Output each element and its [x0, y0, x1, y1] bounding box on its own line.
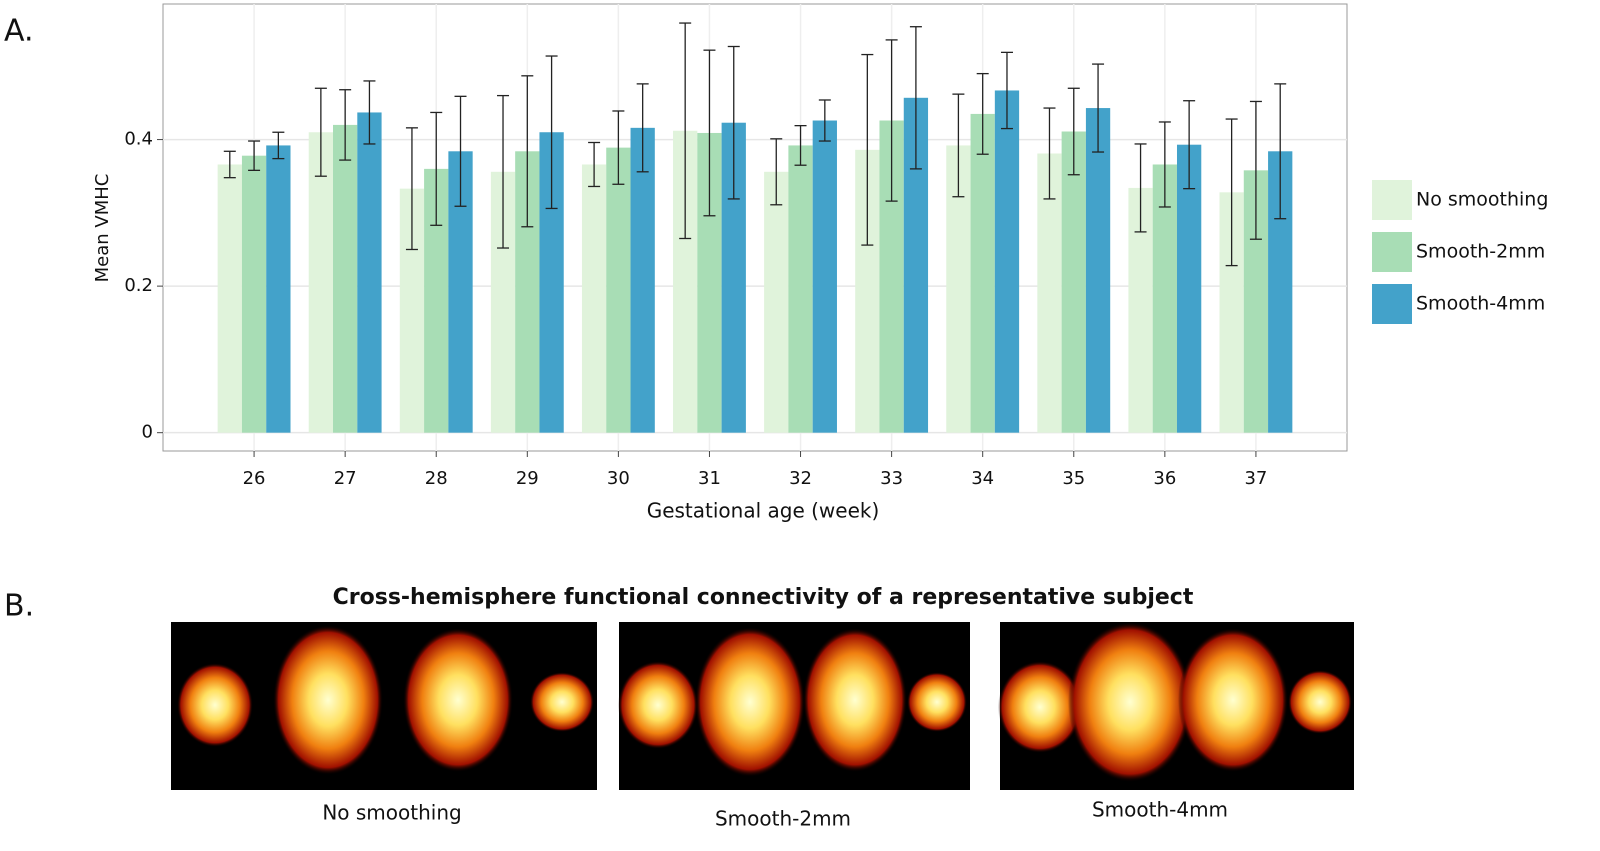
error-bar	[952, 93, 965, 198]
error-bar	[636, 83, 649, 173]
bar	[606, 147, 631, 433]
x-tick-label: 35	[1062, 468, 1085, 489]
error-bar	[363, 80, 376, 145]
bar	[308, 132, 334, 433]
bar	[788, 145, 813, 433]
x-tick-label: 31	[698, 468, 721, 489]
error-bar	[1249, 100, 1262, 240]
bar	[1037, 153, 1062, 433]
bar	[581, 164, 607, 433]
error-bar	[1000, 51, 1013, 130]
image-caption: Smooth-4mm	[1092, 798, 1228, 822]
error-bar	[339, 89, 352, 161]
error-bar	[1092, 63, 1105, 153]
error-bar	[1067, 87, 1080, 176]
error-bar	[497, 94, 510, 249]
x-tick-label: 30	[607, 468, 630, 489]
bar	[357, 112, 382, 433]
error-bar	[272, 131, 285, 160]
legend-swatch	[1372, 284, 1412, 324]
y-tick-label: 0.2	[124, 275, 153, 296]
error-bar	[248, 140, 261, 171]
error-bar	[430, 111, 443, 226]
bar	[1152, 164, 1177, 433]
legend-label: Smooth-4mm	[1416, 293, 1545, 315]
panel-label: A.	[4, 14, 34, 49]
x-tick-label: 27	[334, 468, 357, 489]
error-bar	[727, 45, 740, 200]
bar	[764, 171, 789, 433]
error-bar	[612, 110, 625, 185]
x-tick-label: 29	[516, 468, 539, 489]
y-tick-label: 0	[142, 422, 153, 443]
error-bar	[223, 150, 236, 179]
bar	[630, 127, 655, 433]
error-bar	[861, 53, 874, 246]
error-bar	[1134, 143, 1147, 233]
error-bar	[588, 141, 601, 188]
error-bar	[314, 87, 327, 177]
error-bar	[521, 75, 534, 228]
bar	[1061, 131, 1086, 433]
bar	[970, 113, 995, 433]
legend-swatch	[1372, 232, 1412, 272]
x-tick-label: 37	[1244, 468, 1267, 489]
brain-images	[171, 622, 1354, 790]
x-axis-title: Gestational age (week)	[647, 499, 880, 523]
x-tick-label: 26	[243, 468, 266, 489]
error-bar	[703, 49, 716, 217]
panel-label: B.	[4, 589, 34, 624]
error-bar	[545, 55, 558, 210]
bar	[333, 124, 358, 433]
y-axis-title: Mean VMHC	[92, 174, 113, 283]
legend-label: Smooth-2mm	[1416, 241, 1545, 263]
x-tick-label: 36	[1153, 468, 1176, 489]
bar	[994, 90, 1020, 433]
error-bar	[770, 138, 783, 206]
bar	[217, 164, 242, 433]
x-tick-label: 33	[880, 468, 903, 489]
y-tick-label: 0.4	[124, 129, 153, 150]
image-caption: Smooth-2mm	[715, 807, 851, 831]
error-bar	[794, 124, 807, 166]
error-bar	[818, 99, 831, 142]
error-bar	[1274, 83, 1287, 220]
x-tick-label: 32	[789, 468, 812, 489]
error-bar	[679, 22, 692, 240]
error-bar	[1043, 107, 1056, 200]
error-bar	[976, 72, 989, 155]
legend-swatch	[1372, 180, 1412, 220]
bar	[1085, 108, 1111, 433]
error-bar	[1183, 100, 1196, 190]
error-bar	[909, 26, 922, 170]
bar	[1176, 144, 1202, 433]
bar	[241, 155, 267, 433]
error-bar	[1158, 121, 1171, 208]
x-tick-label: 34	[971, 468, 994, 489]
error-bar	[405, 127, 418, 251]
image-caption: No smoothing	[322, 801, 461, 825]
panel-title: Cross-hemisphere functional connectivity…	[333, 585, 1194, 610]
legend-label: No smoothing	[1416, 189, 1548, 211]
error-bar	[1225, 118, 1238, 267]
bar	[812, 120, 837, 433]
error-bar	[454, 95, 467, 207]
error-bar	[885, 39, 898, 202]
bar	[266, 145, 291, 433]
x-tick-label: 28	[425, 468, 448, 489]
